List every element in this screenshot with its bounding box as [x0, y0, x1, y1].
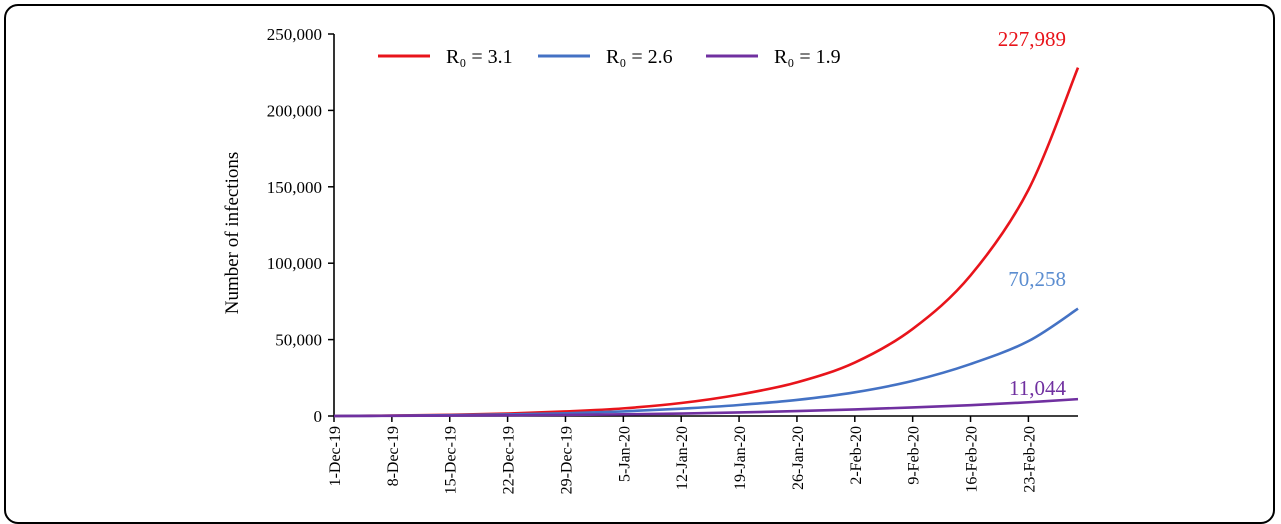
x-tick-label: 16-Feb-20 [964, 426, 981, 493]
y-tick-label: 100,000 [267, 254, 322, 273]
x-tick-label: 1-Dec-19 [327, 426, 344, 486]
y-tick-label: 150,000 [267, 178, 322, 197]
x-tick-label: 5-Jan-20 [616, 426, 633, 482]
x-tick-label: 22-Dec-19 [501, 426, 518, 494]
y-axis-label: Number of infections [222, 152, 243, 315]
x-tick-label: 2-Feb-20 [848, 426, 865, 485]
x-tick-label: 23-Feb-20 [1021, 426, 1038, 493]
x-tick-label: 9-Feb-20 [906, 426, 923, 485]
x-axis: 1-Dec-19 8-Dec-19 15-Dec-19 22-Dec-19 29-Dec… [327, 415, 1078, 494]
chart-frame [4, 4, 1275, 524]
y-tick-label: 50,000 [275, 331, 322, 350]
y-tick-label: 200,000 [267, 101, 322, 120]
y-axis: 0 50,000 100,000 150,000 200,000 250,000 [267, 25, 335, 426]
x-tick-label: 15-Dec-19 [443, 426, 460, 494]
series-group [333, 67, 1080, 418]
series-line-1 [333, 67, 1080, 418]
x-tick-label: 29-Dec-19 [558, 426, 575, 494]
end-labels: 227,989 70,258 11,044 [998, 27, 1067, 400]
legend: R₀ = 3.1 R₀ = 2.6 R₀ = 1.9 [378, 46, 841, 68]
legend-label-2: R₀ = 2.6 [606, 46, 673, 68]
line-chart: 0 50,000 100,000 150,000 200,000 250,000 1-De… [222, 25, 1080, 494]
legend-label-3: R₀ = 1.9 [774, 46, 841, 68]
y-tick-label: 250,000 [267, 25, 322, 44]
series-line-3 [333, 397, 1079, 418]
x-tick-label: 8-Dec-19 [385, 426, 402, 486]
x-tick-label: 12-Jan-20 [674, 426, 691, 490]
end-value-label-2: 70,258 [1008, 267, 1066, 291]
end-value-label-3: 11,044 [1009, 376, 1066, 400]
x-tick-label: 26-Jan-20 [790, 426, 807, 490]
x-tick-label: 19-Jan-20 [732, 426, 749, 490]
y-tick-label: 0 [314, 407, 323, 426]
legend-label-1: R₀ = 3.1 [446, 46, 513, 68]
end-value-label-1: 227,989 [998, 27, 1066, 51]
